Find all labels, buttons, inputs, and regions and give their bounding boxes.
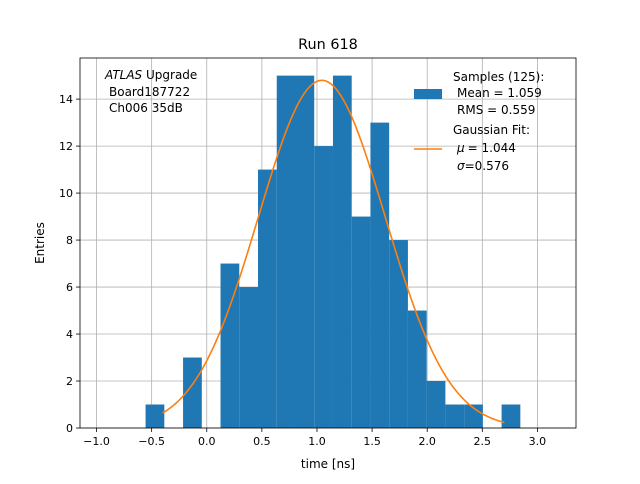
histogram-bar — [258, 169, 277, 429]
legend: Samples (125): Mean = 1.059 RMS = 0.559 … — [414, 70, 544, 173]
histogram-bar — [220, 263, 240, 428]
histogram-bar — [314, 146, 333, 428]
x-tick-label: 2.5 — [474, 435, 492, 448]
histogram-bar — [445, 404, 465, 428]
histogram-bar — [389, 240, 408, 428]
x-tick-label: −1.0 — [83, 435, 110, 448]
legend-samples-rms: RMS = 0.559 — [457, 103, 535, 117]
y-tick-label: 0 — [66, 422, 73, 435]
y-tick-label: 10 — [59, 187, 73, 200]
legend-sigma-symbol: σ — [457, 159, 465, 173]
legend-fit-sigma: σ=0.576 — [457, 159, 509, 173]
y-axis-label: Entries — [33, 222, 47, 264]
histogram-bar — [407, 310, 427, 428]
histogram-bar — [183, 357, 202, 428]
gaussian-fit-line — [162, 79, 505, 424]
plot-frame — [79, 57, 577, 429]
y-tick-label: 2 — [66, 375, 73, 388]
chart-title: Run 618 — [298, 37, 358, 53]
histogram-bar — [351, 216, 371, 428]
atlas-annotation: ATLAS Upgrade Board187722 Ch006 35dB — [104, 68, 197, 115]
x-tick-label: 3.0 — [529, 435, 547, 448]
histogram-bar — [239, 287, 259, 428]
y-tick-label: 6 — [66, 281, 73, 294]
legend-fit-mu: μ = 1.044 — [456, 141, 516, 155]
histogram-bar — [332, 75, 352, 428]
histogram-bar — [145, 404, 165, 428]
y-tick-label: 4 — [66, 328, 73, 341]
x-tick-label: 2.0 — [418, 435, 436, 448]
annotation-channel: Ch006 35dB — [109, 101, 183, 115]
x-axis-label: time [ns] — [301, 457, 355, 471]
histogram-bar — [295, 75, 315, 428]
legend-mu-symbol: μ — [456, 141, 465, 155]
y-tick-label: 8 — [66, 234, 73, 247]
x-tick-label: 1.0 — [308, 435, 326, 448]
legend-samples-swatch — [414, 89, 442, 99]
annotation-suffix: Upgrade — [142, 68, 197, 82]
y-tick-label: 14 — [59, 93, 73, 106]
annotation-board: Board187722 — [109, 85, 190, 99]
legend-samples-mean: Mean = 1.059 — [457, 86, 542, 100]
x-tick-label: 1.5 — [363, 435, 381, 448]
y-tick-label: 12 — [59, 140, 73, 153]
annotation-experiment: ATLAS — [104, 68, 143, 82]
legend-fit-sigma-value: =0.576 — [465, 159, 509, 173]
histogram-bar — [370, 122, 390, 428]
legend-samples-label: Samples (125): — [453, 70, 544, 84]
axis-ticks: −1.0 −0.5 0.0 0.5 1.0 1.5 2.0 2.5 3.0 0 2 4 6 8 10 12 14 — [59, 93, 546, 448]
gaussian-fit-curve — [162, 79, 505, 424]
legend-fit-mu-value: = 1.044 — [468, 141, 516, 155]
x-tick-label: 0.0 — [198, 435, 216, 448]
histogram-bar — [501, 404, 521, 428]
legend-fit-label: Gaussian Fit: — [453, 123, 530, 137]
annotation-experiment-line: ATLAS Upgrade — [104, 68, 197, 82]
x-tick-label: 0.5 — [253, 435, 271, 448]
histogram-bars — [145, 75, 521, 429]
histogram-bar — [276, 75, 296, 428]
histogram-bar — [426, 381, 446, 428]
x-tick-label: −0.5 — [138, 435, 165, 448]
